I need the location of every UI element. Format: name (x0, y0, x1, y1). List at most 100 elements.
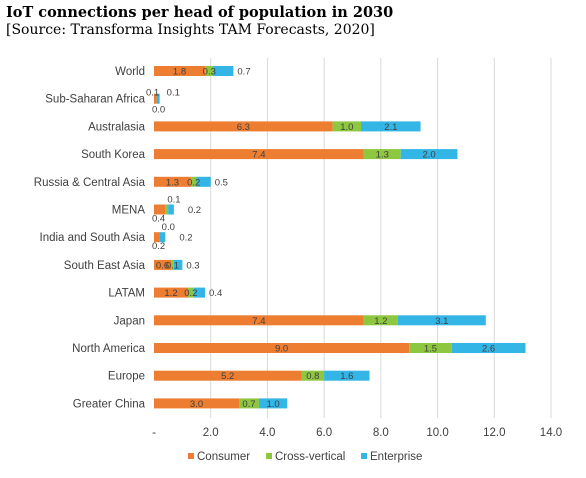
data-label: 0.4 (152, 214, 165, 225)
bar-enterprise (451, 343, 526, 353)
bar-cross-vertical (239, 398, 259, 409)
data-label: 6.3 (237, 122, 250, 133)
data-label: 0.2 (152, 241, 165, 252)
legend-label: Cross-vertical (275, 451, 345, 463)
data-label: 0.8 (306, 371, 319, 382)
data-label: 1.3 (166, 177, 179, 188)
category-label: World (115, 66, 145, 78)
data-label: 0.5 (215, 177, 228, 188)
value-labels: 1.8 0.3 0.70.10.00.16.3 1.0 2.17.4 1.3 2.01.3 0… (146, 67, 495, 410)
data-label: 1.2 (374, 316, 387, 327)
data-label: 0.2 (187, 177, 200, 188)
data-label: 3.1 (435, 316, 448, 327)
data-label: 0.1 (146, 88, 159, 99)
category-label: Australasia (88, 121, 145, 133)
legend-label: Consumer (197, 451, 250, 463)
bar-cross-vertical (363, 315, 398, 326)
bar-consumer (154, 287, 189, 298)
bar-enterprise (258, 398, 288, 409)
category-label: LATAM (108, 288, 145, 300)
bar-consumer (154, 232, 160, 243)
data-label: 0.3 (186, 260, 199, 271)
data-label: 0.1 (167, 88, 180, 99)
gridlines (210, 58, 552, 418)
data-label: 9.0 (275, 344, 288, 355)
bar-consumer (154, 121, 333, 132)
data-label: 7.4 (252, 150, 265, 161)
data-label: 2.0 (422, 150, 435, 161)
bar-consumer (154, 343, 410, 353)
data-label: 1.0 (340, 122, 353, 133)
bar-enterprise (156, 93, 160, 104)
data-label: 0.2 (184, 288, 197, 299)
bar-enterprise (213, 66, 234, 76)
bar-cross-vertical (188, 287, 194, 298)
bar-consumer (154, 93, 157, 104)
bar-consumer (154, 398, 240, 409)
legend-label: Enterprise (370, 451, 422, 463)
bar-consumer (154, 370, 302, 381)
bar-enterprise (324, 370, 370, 381)
x-tick-label: 2.0 (203, 427, 219, 439)
x-tick-label: - (152, 427, 156, 439)
category-label: North America (72, 343, 145, 355)
data-label: 1.2 (164, 288, 177, 299)
legend-swatch (266, 453, 272, 459)
data-label: 0.0 (152, 105, 165, 116)
x-tick-label: 4.0 (259, 427, 275, 439)
bar-consumer (154, 66, 206, 76)
category-label: South Korea (81, 149, 146, 161)
bar-cross-vertical (165, 204, 169, 215)
title-block: IoT connections per head of population i… (6, 4, 393, 38)
bar-enterprise (361, 121, 421, 132)
data-label: 7.4 (252, 316, 265, 327)
bar-enterprise (173, 259, 183, 270)
value-axis: - 2.0 4.0 6.0 8.0 10.0 12.0 14.0 (152, 427, 562, 439)
bar-consumer (154, 204, 166, 215)
category-label: Russia & Central Asia (34, 177, 146, 189)
data-label: 2.1 (384, 122, 397, 133)
legend-swatch (361, 453, 367, 459)
bar-enterprise (196, 176, 211, 187)
bar-enterprise (168, 204, 174, 215)
category-label: Sub-Saharan Africa (45, 94, 145, 106)
data-label: 0.2 (188, 205, 201, 216)
data-label: 1.8 (173, 67, 186, 78)
data-label: 5.2 (221, 371, 234, 382)
data-label: 1.6 (340, 371, 353, 382)
legend: Consumer Cross-vertical Enterprise (188, 451, 422, 463)
data-label: 0.7 (242, 399, 255, 410)
bar-consumer (154, 149, 364, 160)
data-label: 3.0 (190, 399, 203, 410)
data-label: 0.1 (167, 195, 180, 206)
chart-title: IoT connections per head of population i… (6, 4, 394, 21)
data-label: 0.2 (179, 233, 192, 244)
data-label: 0.1 (166, 260, 179, 271)
data-label: 0.4 (209, 288, 222, 299)
x-tick-label: 14.0 (540, 427, 562, 439)
category-axis: World Sub-Saharan Africa Australasia South … (34, 66, 146, 410)
legend-swatch (188, 453, 194, 459)
bar-cross-vertical (332, 121, 362, 132)
category-label: Europe (108, 371, 145, 383)
category-label: MENA (112, 205, 146, 217)
category-label: South East Asia (64, 260, 146, 272)
bar-enterprise (159, 232, 166, 243)
data-label: 2.6 (482, 344, 495, 355)
data-label: 0.7 (237, 67, 250, 78)
data-label: 1.0 (266, 399, 279, 410)
data-label: 0.0 (162, 222, 175, 233)
chart-subtitle: [Source: Transforma Insights TAM Forecas… (6, 22, 375, 38)
bars (154, 66, 526, 409)
category-label: Japan (114, 315, 145, 327)
data-label: 1.5 (424, 344, 437, 355)
bar-cross-vertical (190, 176, 197, 187)
bar-cross-vertical (205, 66, 214, 76)
x-tick-label: 6.0 (316, 427, 332, 439)
bar-cross-vertical (171, 259, 174, 270)
bar-consumer (154, 176, 191, 187)
bar-cross-vertical (363, 149, 401, 160)
bar-enterprise (400, 149, 458, 160)
data-label: 1.3 (376, 150, 389, 161)
